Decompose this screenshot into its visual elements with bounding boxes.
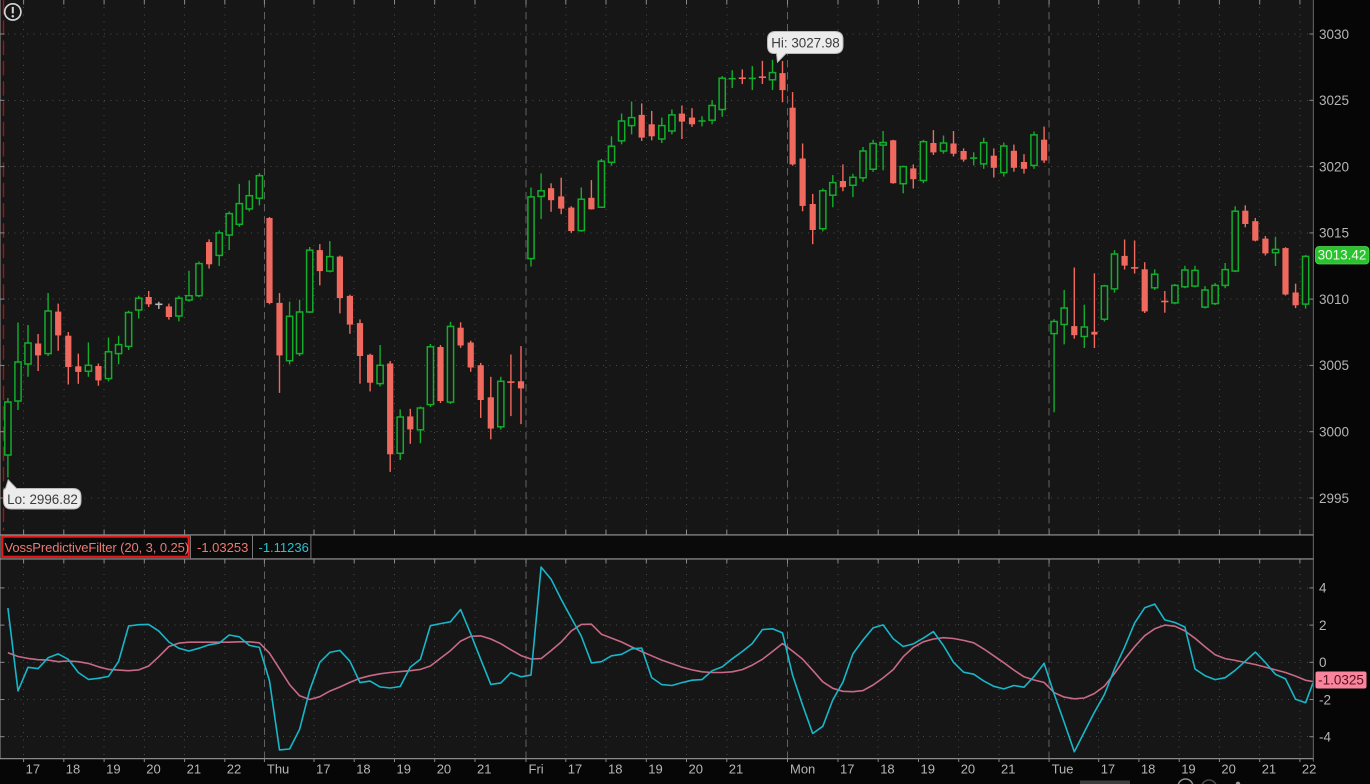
svg-text:-1.0325: -1.0325 <box>1318 673 1364 688</box>
svg-text:Lo: 2996.82: Lo: 2996.82 <box>7 492 78 507</box>
svg-text:18: 18 <box>356 762 370 777</box>
svg-text:-1.11236: -1.11236 <box>259 540 309 555</box>
svg-text:17: 17 <box>840 762 854 777</box>
svg-text:22: 22 <box>1302 762 1316 777</box>
svg-text:-4: -4 <box>1319 730 1331 745</box>
svg-text:2995: 2995 <box>1319 491 1349 506</box>
svg-text:19: 19 <box>648 762 662 777</box>
svg-text:21: 21 <box>1001 762 1015 777</box>
svg-text:19: 19 <box>106 762 120 777</box>
svg-text:17: 17 <box>568 762 582 777</box>
svg-text:0: 0 <box>1319 655 1327 670</box>
svg-text:21: 21 <box>187 762 201 777</box>
svg-text:20: 20 <box>146 762 160 777</box>
svg-text:19: 19 <box>1181 762 1195 777</box>
svg-text:18: 18 <box>880 762 894 777</box>
svg-text:17: 17 <box>1101 762 1115 777</box>
svg-text:Hi: 3027.98: Hi: 3027.98 <box>771 35 840 50</box>
svg-text:18: 18 <box>1141 762 1155 777</box>
svg-text:Mon: Mon <box>790 762 815 777</box>
svg-text:17: 17 <box>316 762 330 777</box>
svg-text:3010: 3010 <box>1319 292 1349 307</box>
svg-text:19: 19 <box>397 762 411 777</box>
svg-text:20: 20 <box>961 762 975 777</box>
svg-text:-1.03253: -1.03253 <box>197 540 248 555</box>
svg-text:3013.42: 3013.42 <box>1318 248 1367 263</box>
svg-text:Fri: Fri <box>529 762 544 777</box>
svg-text:21: 21 <box>729 762 743 777</box>
svg-text:VossPredictiveFilter (20, 3, 0: VossPredictiveFilter (20, 3, 0.25) <box>5 540 189 555</box>
svg-text:18: 18 <box>608 762 622 777</box>
svg-text:22: 22 <box>227 762 241 777</box>
svg-text:3005: 3005 <box>1319 358 1349 373</box>
svg-text:21: 21 <box>477 762 491 777</box>
svg-text:3020: 3020 <box>1319 159 1349 174</box>
svg-text:20: 20 <box>437 762 451 777</box>
svg-text:Tue: Tue <box>1052 762 1074 777</box>
svg-text:20: 20 <box>689 762 703 777</box>
svg-text:3000: 3000 <box>1319 425 1349 440</box>
svg-text:18: 18 <box>66 762 80 777</box>
svg-text:Thu: Thu <box>267 762 289 777</box>
svg-text:17: 17 <box>26 762 40 777</box>
svg-text:4: 4 <box>1319 581 1327 596</box>
svg-text:3025: 3025 <box>1319 93 1349 108</box>
svg-text:21: 21 <box>1262 762 1276 777</box>
svg-text:2: 2 <box>1319 618 1327 633</box>
svg-text:3015: 3015 <box>1319 226 1349 241</box>
svg-text:19: 19 <box>921 762 935 777</box>
svg-text:-2: -2 <box>1319 692 1331 707</box>
svg-text:20: 20 <box>1221 762 1235 777</box>
svg-text:3030: 3030 <box>1319 27 1349 42</box>
